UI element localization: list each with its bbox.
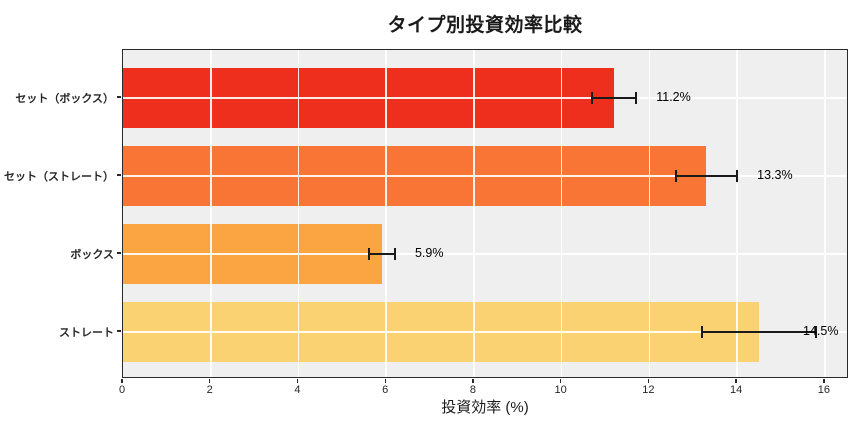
- gridline-x-4: [297, 50, 300, 377]
- ytick-mark-1: [117, 174, 121, 176]
- ytick-label-1: セット（ストレート）: [4, 171, 114, 183]
- xtick-label-0: 0: [118, 384, 126, 396]
- errorbar-cap-left-1: [674, 170, 677, 182]
- xtick-label-8: 8: [469, 384, 476, 396]
- xtick-mark-6: [384, 379, 386, 383]
- gridline-x-8: [473, 50, 475, 377]
- errorbar-cap-left-0: [591, 92, 594, 104]
- ytick-label-0: セット（ボックス）: [15, 93, 114, 105]
- gridline-x-16: [824, 50, 826, 377]
- xtick-mark-16: [823, 379, 825, 383]
- xtick-mark-14: [735, 379, 737, 383]
- gridline-x-10: [560, 50, 563, 377]
- xtick-label-2: 2: [206, 384, 213, 396]
- gridline-y-0: [123, 97, 847, 99]
- xtick-mark-12: [647, 379, 650, 383]
- xtick-label-10: 10: [554, 384, 567, 396]
- x-axis-label: 投資効率 (%): [441, 399, 529, 416]
- bar-value-label-3: 14.5%: [803, 324, 839, 338]
- gridline-x-2: [209, 50, 212, 377]
- errorbar-cap-right-1: [736, 170, 739, 182]
- xtick-mark-0: [121, 379, 123, 383]
- ytick-label-3: ストレート: [59, 327, 114, 339]
- gridline-y-3: [123, 331, 847, 333]
- errorbar-cap-left-3: [701, 326, 704, 338]
- xtick-label-14: 14: [730, 384, 743, 396]
- xtick-label-16: 16: [817, 384, 830, 396]
- gridline-y-2: [123, 253, 847, 255]
- gridline-x-6: [385, 50, 387, 377]
- bar-value-label-2: 5.9%: [414, 246, 444, 260]
- errorbar-1: [675, 175, 738, 177]
- bar-value-label-1: 13.3%: [757, 168, 793, 182]
- gridline-x-12: [648, 50, 651, 377]
- errorbar-2: [368, 253, 395, 255]
- xtick-mark-4: [296, 379, 299, 383]
- xtick-label-12: 12: [642, 384, 655, 396]
- gridline-x-14: [736, 50, 738, 377]
- xtick-mark-10: [559, 379, 562, 383]
- ytick-label-2: ボックス: [70, 249, 114, 261]
- chart-title: タイプ別投資効率比較: [387, 15, 583, 36]
- xtick-label-4: 4: [294, 384, 301, 396]
- plot-area: 11.2% 13.3% 5.9% 14.5%: [122, 49, 848, 378]
- ytick-mark-3: [117, 330, 121, 332]
- ytick-mark-2: [117, 252, 121, 254]
- xtick-mark-2: [209, 379, 211, 383]
- errorbar-0: [592, 97, 637, 99]
- errorbar-cap-right-0: [635, 92, 638, 104]
- errorbar-3: [702, 331, 817, 333]
- gridline-y-1: [123, 175, 847, 177]
- ytick-mark-0: [117, 96, 121, 98]
- bar-value-label-0: 11.2%: [656, 90, 691, 104]
- xtick-label-6: 6: [382, 384, 389, 396]
- errorbar-cap-left-2: [367, 248, 370, 260]
- xtick-mark-8: [472, 379, 474, 383]
- errorbar-cap-right-3: [815, 326, 818, 338]
- errorbar-cap-right-2: [393, 248, 396, 260]
